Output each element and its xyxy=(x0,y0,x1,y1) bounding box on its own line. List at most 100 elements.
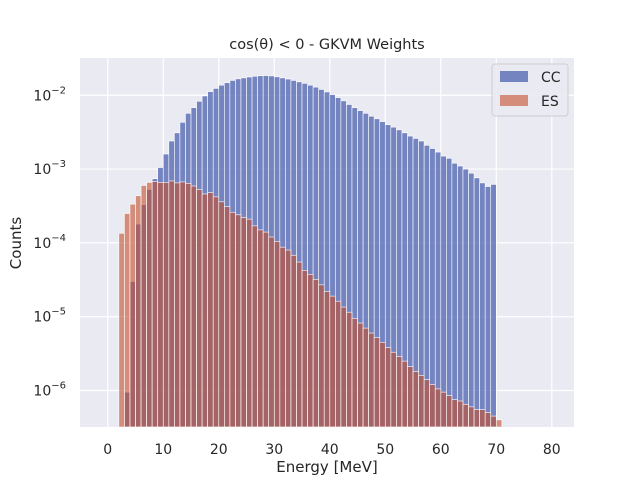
y-tick-label: 10−5 xyxy=(33,307,66,326)
bar-es xyxy=(196,189,203,428)
bar-es xyxy=(246,218,253,428)
bar-es xyxy=(212,196,220,428)
bar-es xyxy=(312,279,319,428)
bar-es xyxy=(396,356,403,428)
bar-cc xyxy=(451,162,458,428)
legend: CC ES xyxy=(491,63,569,117)
bar-cc xyxy=(440,155,447,428)
bar-es xyxy=(373,337,381,428)
bar-cc xyxy=(434,151,442,428)
bar-es xyxy=(412,371,419,428)
y-tick-label: 10−6 xyxy=(33,380,66,399)
x-axis-ticks: 0 10 20 30 40 50 60 70 80 xyxy=(103,442,560,458)
bar-es xyxy=(418,375,425,428)
bar-es xyxy=(279,246,286,428)
bar-es xyxy=(479,409,486,428)
bar-es xyxy=(190,185,197,428)
bar-es xyxy=(257,229,264,428)
bar-es xyxy=(296,261,303,428)
bar-es xyxy=(440,391,447,428)
bar-es xyxy=(129,203,136,428)
legend-label-cc: CC xyxy=(541,70,561,86)
bar-es xyxy=(174,182,181,428)
bar-es xyxy=(423,379,430,428)
y-axis-label: Counts xyxy=(7,217,25,270)
bar-es xyxy=(468,406,475,428)
bar-es xyxy=(118,232,125,428)
bar-es xyxy=(240,217,247,428)
bar-es xyxy=(457,400,464,428)
bar-es xyxy=(218,201,225,428)
bar-es xyxy=(462,403,469,428)
y-axis-ticks: 10−6 10−5 10−4 10−3 10−2 xyxy=(33,85,66,399)
bar-es xyxy=(340,306,347,428)
bar-es xyxy=(235,214,242,428)
bar-es xyxy=(318,284,325,428)
bar-es xyxy=(495,419,503,428)
bar-es xyxy=(157,182,164,428)
bar-es xyxy=(301,270,308,428)
bar-es xyxy=(262,231,270,428)
bar-es xyxy=(151,181,159,428)
bar-es xyxy=(434,388,442,428)
x-tick-label: 70 xyxy=(487,442,505,458)
legend-swatch-es xyxy=(500,95,528,106)
bar-es xyxy=(329,295,336,428)
bar-es xyxy=(135,195,142,428)
x-tick-label: 30 xyxy=(265,442,283,458)
x-axis-label: Energy [MeV] xyxy=(276,458,377,476)
bar-es xyxy=(162,182,170,428)
bar-es xyxy=(451,399,458,428)
x-tick-label: 10 xyxy=(154,442,172,458)
bar-es xyxy=(362,327,369,428)
bar-es xyxy=(390,351,397,428)
bar-cc xyxy=(446,157,453,428)
y-tick-label: 10−2 xyxy=(33,85,66,104)
bar-es xyxy=(357,322,364,428)
bar-cc xyxy=(479,182,486,428)
bar-es xyxy=(201,193,208,428)
bar-es xyxy=(323,291,331,428)
x-tick-label: 50 xyxy=(376,442,394,458)
bar-es xyxy=(368,332,375,428)
bar-cc xyxy=(473,177,480,428)
bar-es xyxy=(335,300,342,428)
bar-es xyxy=(446,395,453,428)
bar-es xyxy=(124,213,131,428)
bar-cc xyxy=(462,168,469,428)
x-tick-label: 20 xyxy=(210,442,228,458)
chart-title: cos(θ) < 0 - GKVM Weights xyxy=(229,37,424,53)
bar-es xyxy=(290,254,297,428)
bar-es xyxy=(490,415,497,428)
bar-es xyxy=(268,236,275,428)
bar-es xyxy=(185,183,192,428)
bar-es xyxy=(384,347,392,428)
bar-es xyxy=(351,318,358,428)
bar-cc xyxy=(468,172,475,428)
bar-cc xyxy=(490,184,497,428)
legend-swatch-cc xyxy=(500,71,528,82)
bar-es xyxy=(429,384,436,428)
bar-es xyxy=(484,412,492,428)
x-tick-label: 0 xyxy=(103,442,112,458)
bar-es xyxy=(407,366,414,428)
bar-es xyxy=(146,182,153,428)
bar-cc xyxy=(457,165,464,428)
bar-es xyxy=(140,185,147,428)
bar-es xyxy=(379,341,386,428)
bar-es xyxy=(307,274,314,428)
bar-es xyxy=(285,249,292,428)
bar-es xyxy=(207,192,214,428)
bar-es xyxy=(273,241,281,428)
histogram-bars xyxy=(118,75,503,428)
x-tick-label: 80 xyxy=(543,442,561,458)
y-tick-label: 10−3 xyxy=(33,159,66,178)
bar-es xyxy=(401,360,408,428)
x-tick-label: 40 xyxy=(321,442,339,458)
bar-es xyxy=(473,409,480,428)
bar-es xyxy=(229,211,236,428)
y-tick-label: 10−4 xyxy=(33,233,66,252)
bar-es xyxy=(168,180,175,428)
x-tick-label: 60 xyxy=(432,442,450,458)
